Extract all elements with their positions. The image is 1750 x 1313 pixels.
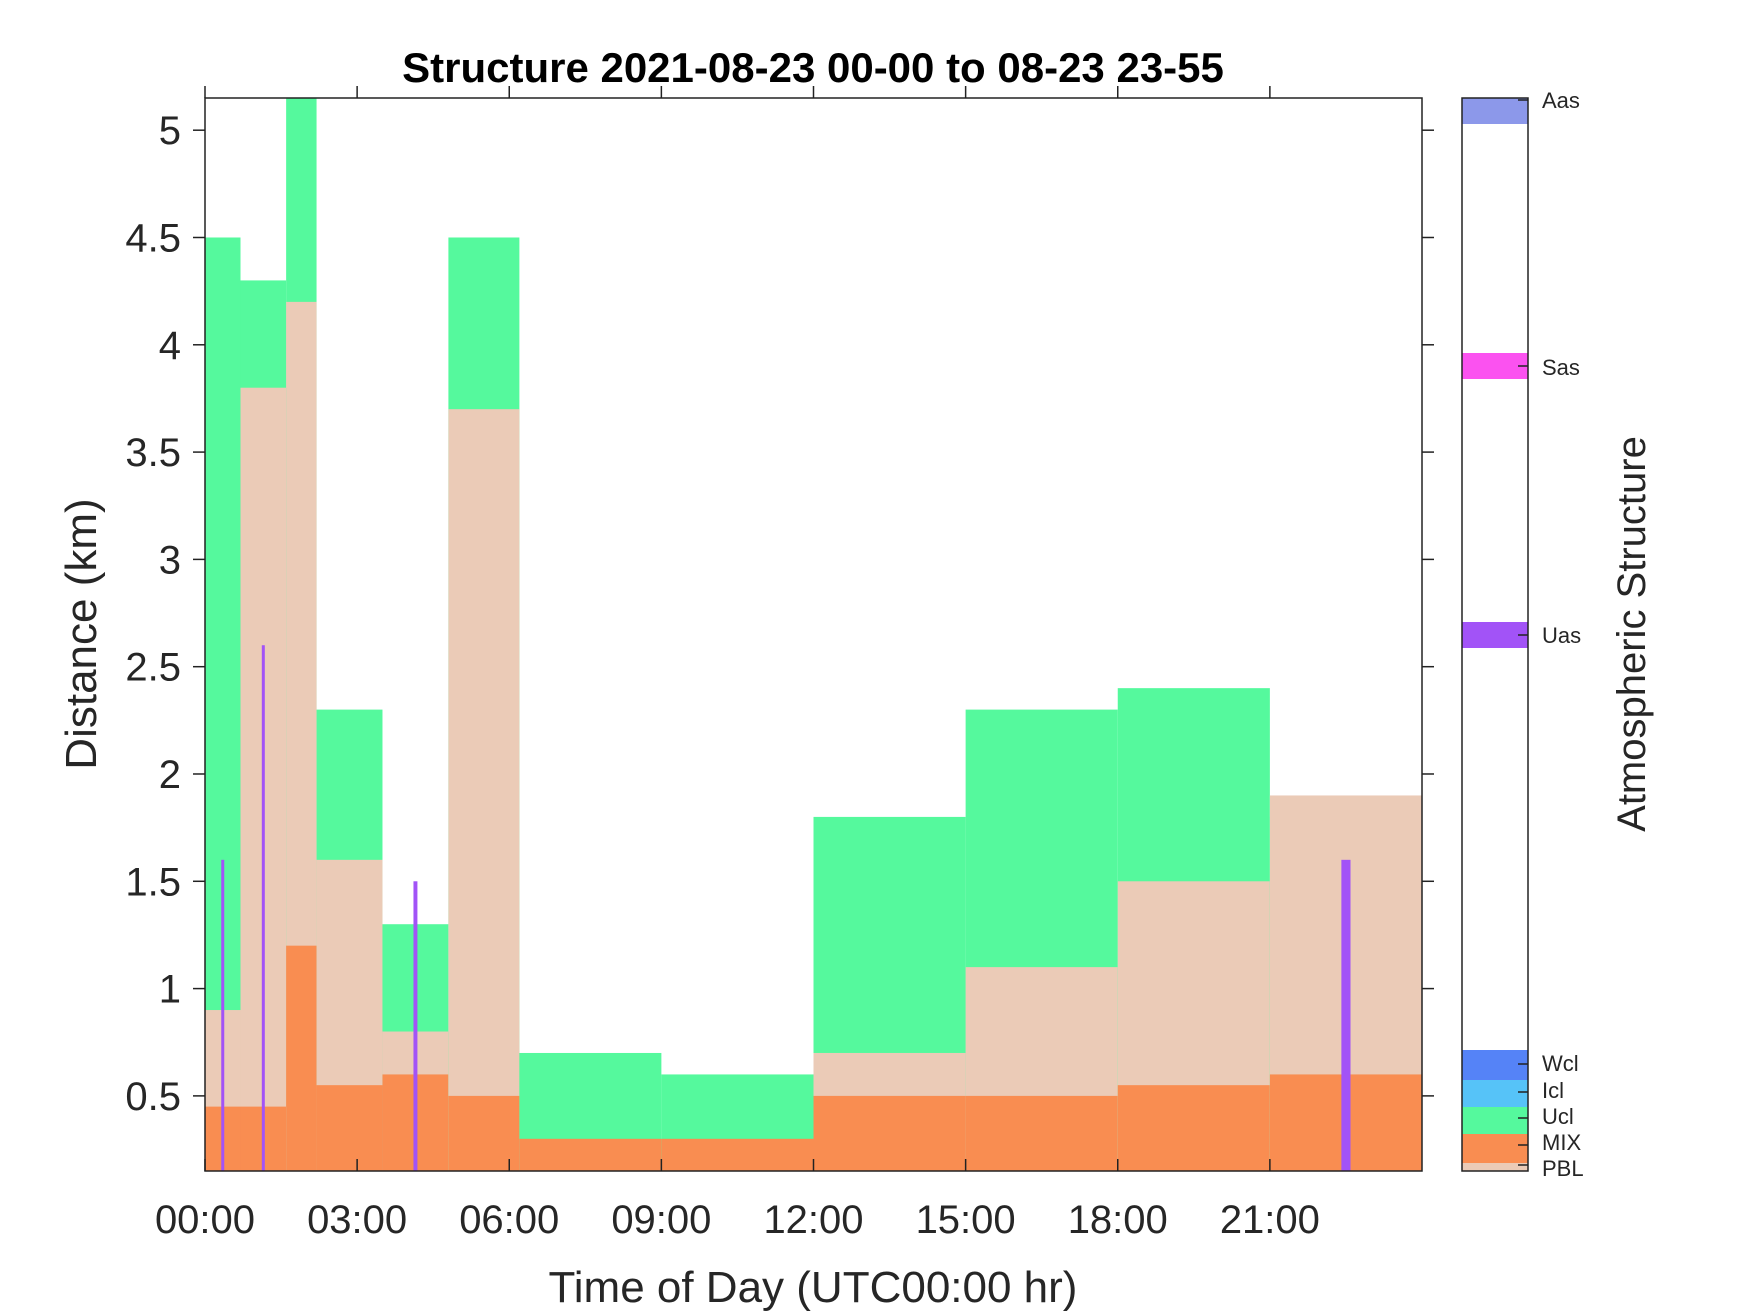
y-tick-label-8: 4.5 <box>125 216 181 260</box>
y-tick-label-2: 1.5 <box>125 860 181 904</box>
colorbar-swatch-aas <box>1462 98 1528 124</box>
y-tick-label-1: 1 <box>159 968 181 1012</box>
profile-uas-4 <box>413 881 418 1171</box>
y-tick-label-4: 2.5 <box>125 646 181 690</box>
colorbar-label-wcl: Wcl <box>1542 1051 1579 1076</box>
y-tick-label-6: 3.5 <box>125 431 181 475</box>
colorbar-label-pbl: PBL <box>1542 1156 1584 1181</box>
colorbar-swatch-uas <box>1462 622 1528 648</box>
profile-mix-5 <box>448 1095 520 1171</box>
plot-area: 00:00 03:00 06:00 09:00 12:00 15:00 18:00 21:00… <box>125 86 1434 1242</box>
colorbar-label-sas: Sas <box>1542 355 1580 380</box>
colorbar-swatch-ucl <box>1462 1107 1528 1134</box>
colorbar-label-uas: Uas <box>1542 623 1581 648</box>
profile-pbl-5 <box>448 409 520 1171</box>
colorbar-swatch-pbl <box>1462 1163 1528 1171</box>
colorbar-label-icl: Icl <box>1542 1078 1564 1103</box>
chart-title: Structure 2021-08-23 00-00 to 08-23 23-5… <box>402 44 1224 91</box>
profile-mix-8 <box>813 1095 966 1171</box>
profile-mix-10 <box>1117 1085 1270 1171</box>
y-tick-label-0: 0.5 <box>125 1075 181 1119</box>
x-tick-label-5: 15:00 <box>916 1198 1016 1242</box>
y-tick-label-7: 4 <box>159 324 181 368</box>
x-tick-label-7: 21:00 <box>1220 1198 1320 1242</box>
profile-mix-7 <box>661 1138 814 1171</box>
colorbar-swatch-mix <box>1462 1134 1528 1163</box>
profile-mix-6 <box>519 1138 662 1171</box>
structure-profiles <box>205 98 1422 1172</box>
profile-mix-3 <box>316 1085 383 1171</box>
x-tick-label-2: 06:00 <box>459 1198 559 1242</box>
colorbar-label-mix: MIX <box>1542 1130 1581 1155</box>
colorbar-label-ucl: Ucl <box>1542 1104 1574 1129</box>
profile-uas-11 <box>1341 859 1351 1171</box>
colorbar-swatch-icl <box>1462 1080 1528 1107</box>
axis-ticks: 00:00 03:00 06:00 09:00 12:00 15:00 18:00 21:00… <box>125 86 1434 1242</box>
profile-uas-1 <box>261 645 265 1171</box>
colorbar-label: Atmospheric Structure <box>1610 436 1654 832</box>
x-tick-label-1: 03:00 <box>307 1198 407 1242</box>
y-tick-label-5: 3 <box>159 538 181 582</box>
y-axis-label: Distance (km) <box>57 498 106 769</box>
x-tick-label-6: 18:00 <box>1068 1198 1168 1242</box>
x-tick-label-4: 12:00 <box>763 1198 863 1242</box>
x-tick-label-0: 00:00 <box>155 1198 255 1242</box>
profile-mix-2 <box>286 945 317 1171</box>
colorbar-swatch-sas <box>1462 353 1528 379</box>
y-tick-label-9: 5 <box>159 109 181 153</box>
y-tick-label-3: 2 <box>159 753 181 797</box>
colorbar-label-aas: Aas <box>1542 88 1580 113</box>
profile-uas-0 <box>221 859 225 1171</box>
x-axis-label: Time of Day (UTC00:00 hr) <box>549 1263 1078 1312</box>
colorbar-swatches <box>1462 98 1528 1171</box>
colorbar-swatch-wcl <box>1462 1050 1528 1080</box>
profile-mix-9 <box>965 1095 1118 1171</box>
x-tick-label-3: 09:00 <box>611 1198 711 1242</box>
